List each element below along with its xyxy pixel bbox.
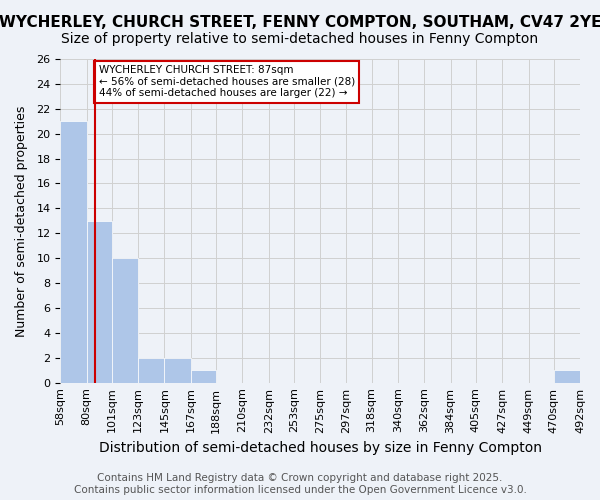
Text: WYCHERLEY CHURCH STREET: 87sqm
← 56% of semi-detached houses are smaller (28)
44: WYCHERLEY CHURCH STREET: 87sqm ← 56% of … [98, 65, 355, 98]
Bar [112, 258, 138, 382]
Bar [138, 358, 164, 382]
Text: Contains HM Land Registry data © Crown copyright and database right 2025.
Contai: Contains HM Land Registry data © Crown c… [74, 474, 526, 495]
Y-axis label: Number of semi-detached properties: Number of semi-detached properties [15, 105, 28, 336]
Text: Size of property relative to semi-detached houses in Fenny Compton: Size of property relative to semi-detach… [61, 32, 539, 46]
X-axis label: Distribution of semi-detached houses by size in Fenny Compton: Distribution of semi-detached houses by … [98, 441, 542, 455]
Bar [191, 370, 216, 382]
Bar [164, 358, 191, 382]
Bar [554, 370, 580, 382]
Text: WYCHERLEY, CHURCH STREET, FENNY COMPTON, SOUTHAM, CV47 2YE: WYCHERLEY, CHURCH STREET, FENNY COMPTON,… [0, 15, 600, 30]
Bar [61, 121, 86, 382]
Bar [86, 221, 112, 382]
